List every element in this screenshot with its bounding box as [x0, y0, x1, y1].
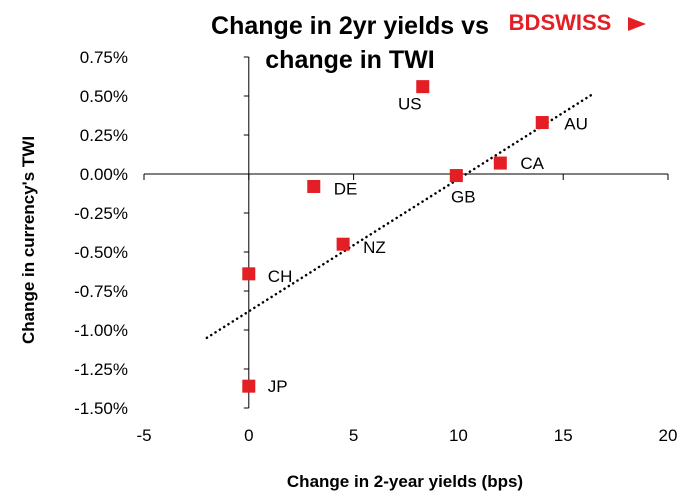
point-label-us: US [398, 95, 422, 114]
brand-swiss-text: SWISS [540, 10, 611, 35]
brand-logo: BDSWISS [509, 10, 646, 35]
y-axis-title: Change in currency's TWI [19, 136, 38, 344]
y-tick-label: -0.25% [74, 204, 128, 223]
x-tick-label: 5 [349, 426, 358, 445]
y-tick-label: -1.00% [74, 321, 128, 340]
y-tick-label: -1.25% [74, 360, 128, 379]
brand-arrow-icon [628, 17, 646, 31]
trendline [205, 91, 596, 340]
x-tick-label: 0 [244, 426, 253, 445]
point-jp [242, 379, 256, 393]
point-us [416, 80, 430, 94]
y-tick-label: -1.50% [74, 399, 128, 418]
y-tick-label: 0.25% [80, 126, 128, 145]
plot-area: -5 0 5 10 15 20 0.75% 0.50% 0.25% 0.00% -0.25% -0.5… [74, 48, 677, 445]
svg-text:BDSWISS: BDSWISS [509, 10, 612, 35]
y-tick-label: -0.75% [74, 282, 128, 301]
y-tick-label: 0.50% [80, 87, 128, 106]
point-label-jp: JP [268, 377, 288, 396]
y-tick-label: 0.75% [80, 48, 128, 67]
chart-title-line2: change in TWI [265, 46, 434, 74]
point-label-au: AU [564, 115, 588, 134]
x-tick-label: -5 [136, 426, 151, 445]
x-tick-label: 20 [659, 426, 678, 445]
point-label-nz: NZ [363, 238, 386, 257]
y-tick-label: 0.00% [80, 165, 128, 184]
point-label-gb: GB [451, 188, 476, 207]
point-ca [493, 156, 507, 170]
point-de [307, 179, 321, 193]
point-nz [336, 237, 350, 251]
point-label-ca: CA [520, 154, 544, 173]
point-au [535, 116, 549, 130]
point-gb [449, 169, 463, 183]
x-tick-label: 10 [449, 426, 468, 445]
brand-bd-text: BD [509, 10, 541, 35]
y-tick-label: -0.50% [74, 243, 128, 262]
x-axis-title: Change in 2-year yields (bps) [287, 472, 523, 491]
point-ch [242, 267, 256, 281]
point-label-de: DE [334, 179, 358, 198]
x-tick-label: 15 [554, 426, 573, 445]
chart-title-line1: Change in 2yr yields vs [211, 12, 489, 40]
point-label-ch: CH [268, 267, 293, 286]
